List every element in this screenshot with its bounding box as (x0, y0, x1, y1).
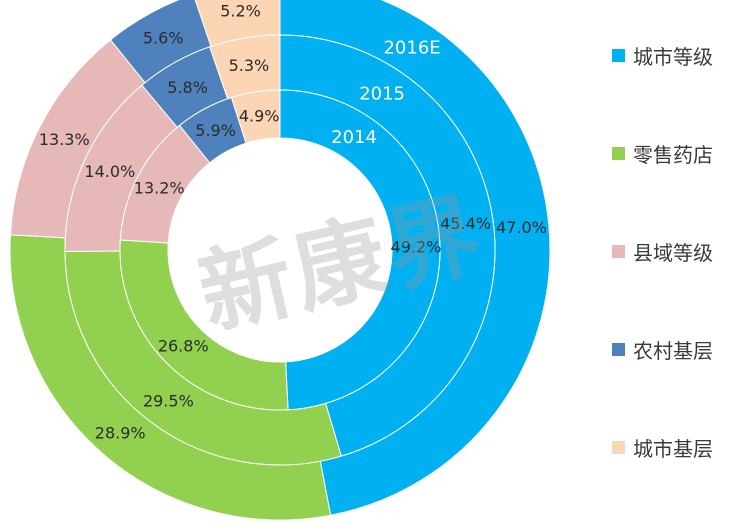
ring-label-2015: 2015 (359, 84, 405, 105)
ring-label-2016E: 2016E (383, 38, 440, 59)
data-label-2015-1: 29.5% (143, 392, 194, 411)
legend-swatch (612, 244, 625, 258)
legend-item-3: 农村基层 (612, 334, 713, 364)
legend-item-1: 零售药店 (612, 138, 713, 168)
legend-label: 城市等级 (633, 44, 713, 69)
legend-label: 城市基层 (633, 436, 713, 461)
legend-item-0: 城市等级 (612, 40, 713, 70)
legend-label: 农村基层 (633, 338, 713, 363)
data-label-2015-4: 5.3% (229, 56, 270, 75)
legend-swatch (612, 440, 625, 454)
data-label-2016E-3: 5.6% (143, 28, 184, 47)
data-label-2015-0: 45.4% (440, 214, 491, 233)
data-label-2014-1: 26.8% (158, 337, 209, 356)
data-label-2014-4: 4.9% (239, 107, 280, 126)
legend-swatch (612, 48, 625, 62)
legend: 城市等级零售药店县域等级农村基层城市基层 (612, 40, 753, 510)
data-label-2016E-0: 47.0% (496, 218, 547, 237)
legend-swatch (612, 146, 625, 160)
data-label-2016E-1: 28.9% (95, 423, 146, 442)
data-label-2014-2: 13.2% (134, 178, 185, 197)
slice-2014-4 (230, 89, 281, 144)
legend-swatch (612, 342, 625, 356)
legend-label: 县域等级 (633, 240, 713, 265)
legend-label: 零售药店 (633, 142, 713, 167)
data-label-2016E-4: 5.2% (220, 2, 261, 21)
legend-item-2: 县域等级 (612, 236, 713, 266)
data-label-2015-2: 14.0% (84, 162, 135, 181)
data-label-2014-0: 49.2% (391, 238, 442, 257)
ring-label-2014: 2014 (331, 127, 377, 148)
legend-item-4: 城市基层 (612, 432, 713, 462)
data-label-2015-3: 5.8% (167, 78, 208, 97)
data-label-2016E-2: 13.3% (39, 130, 90, 149)
data-label-2014-3: 5.9% (195, 121, 236, 140)
slice-2014-0 (279, 89, 441, 411)
